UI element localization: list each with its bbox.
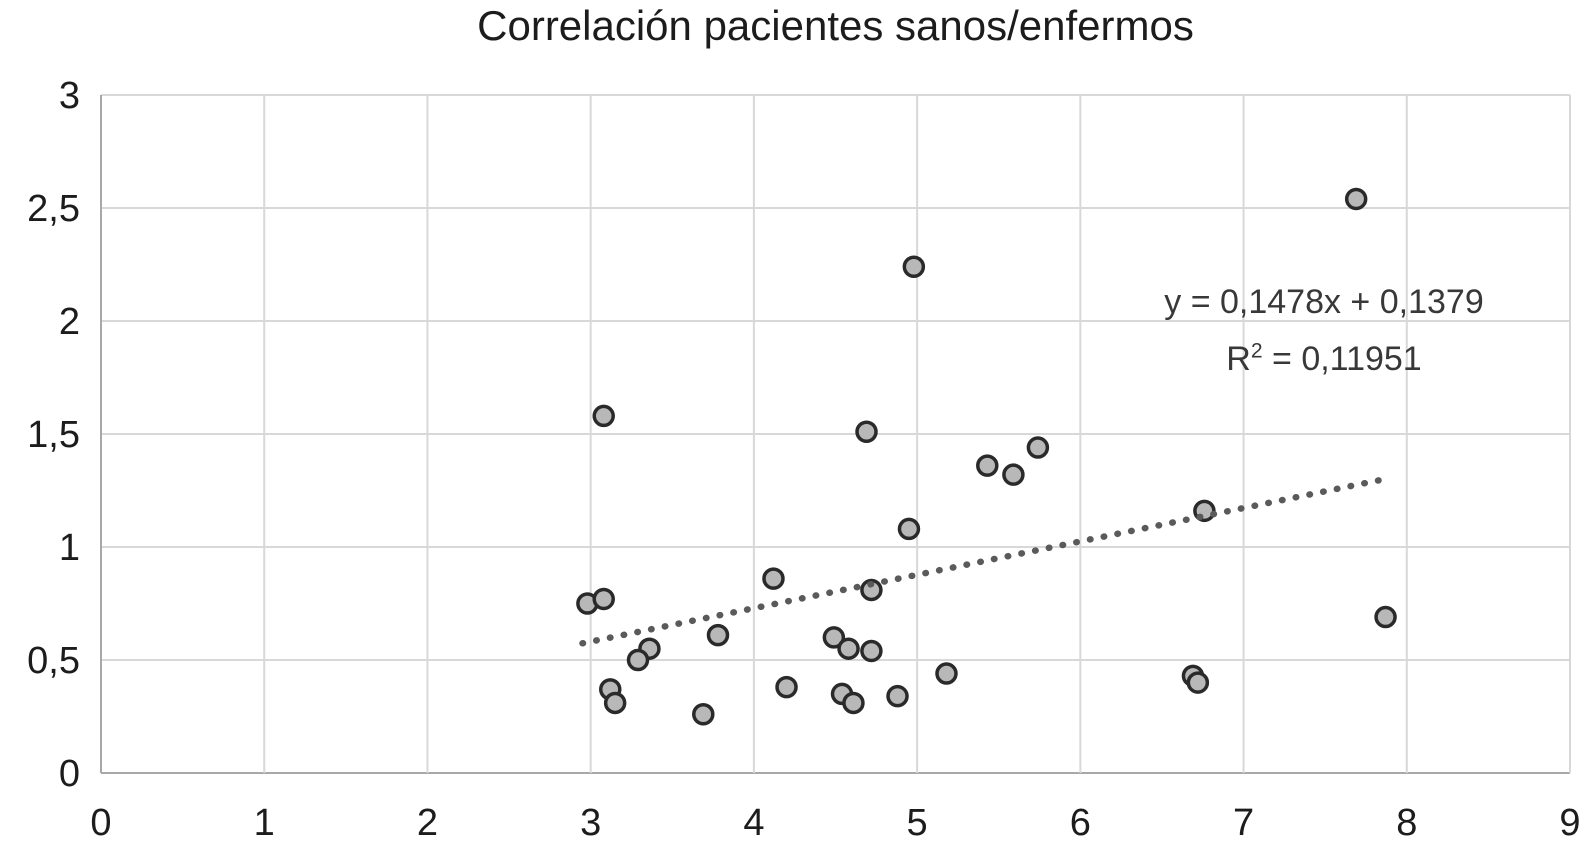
x-tick-label: 5 [907,802,928,844]
data-point [1026,436,1050,459]
data-point [603,691,627,715]
data-point [1344,187,1368,211]
data-point [855,420,878,443]
data-point [1374,605,1397,629]
y-tick-label: 2 [59,301,80,343]
data-point [592,587,615,611]
data-point [1002,463,1025,486]
r-squared-value: = 0,11951 [1262,340,1422,379]
x-tick-label: 2 [417,802,438,844]
data-point [935,662,958,685]
data-point [976,454,999,477]
data-point [822,626,846,649]
data-point [592,404,615,428]
r-squared-base: R [1226,340,1251,379]
data-point [837,637,860,660]
data-point [626,648,650,672]
x-tick-label: 3 [580,802,601,844]
trendline-equation: y = 0,1478x + 0,1379 R2 = 0,11951 [1124,274,1524,389]
x-tick-label: 1 [254,802,275,844]
x-tick-label: 4 [743,802,764,844]
x-tick-label: 0 [90,802,111,844]
data-point [692,702,715,726]
trendline [579,476,1388,647]
r-squared-exponent: 2 [1250,340,1263,364]
chart-title: Correlación pacientes sanos/enfermos [477,2,1194,49]
y-tick-label: 1 [59,527,80,569]
y-tick-label: 3 [59,75,80,117]
data-point [775,675,798,699]
y-tick-label: 1,5 [27,414,80,456]
data-point [886,684,909,708]
x-tick-label: 8 [1396,802,1417,844]
x-tick-label: 7 [1233,802,1254,844]
data-point [842,691,865,715]
x-tick-label: 9 [1559,802,1580,844]
y-tick-label: 0 [59,753,80,795]
y-tick-label: 2,5 [27,188,80,230]
data-point [897,517,921,541]
x-tick-label: 6 [1070,802,1091,844]
equation-line: y = 0,1478x + 0,1379 [1164,283,1484,321]
y-tick-label: 0,5 [27,640,80,682]
data-point [902,255,926,279]
data-point [762,567,785,590]
data-point [1186,671,1210,694]
data-point [706,623,730,647]
data-point [860,578,883,602]
r-squared-line: R2 = 0,11951 [1124,331,1524,388]
data-point [860,639,883,663]
